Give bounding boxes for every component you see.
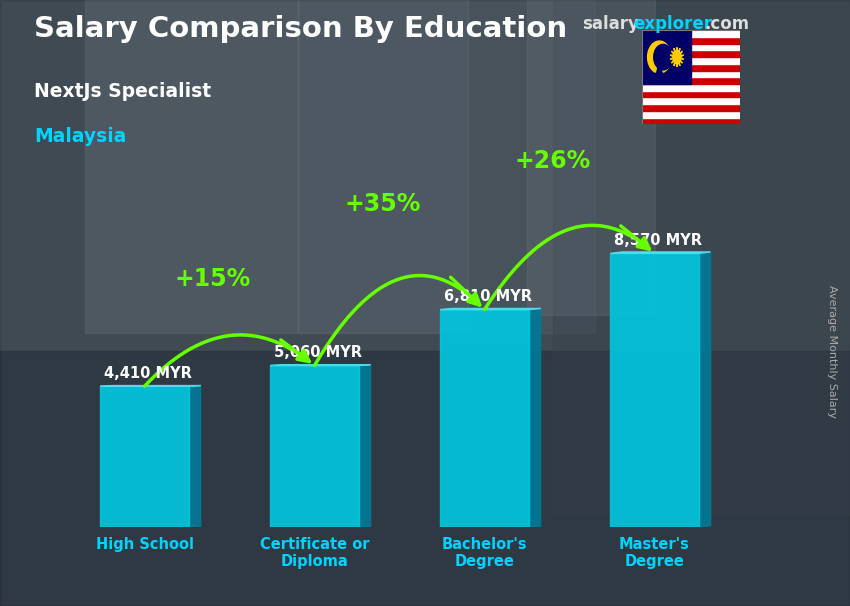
Bar	[642, 57, 740, 64]
Polygon shape	[440, 308, 541, 310]
Text: 6,810 MYR: 6,810 MYR	[444, 289, 532, 304]
Polygon shape	[699, 252, 711, 527]
Bar	[642, 50, 740, 57]
Text: Malaysia: Malaysia	[34, 127, 127, 146]
Text: Average Monthly Salary: Average Monthly Salary	[827, 285, 837, 418]
Polygon shape	[189, 385, 201, 527]
Bar	[468, 0, 595, 333]
Bar	[642, 30, 690, 84]
Text: 4,410 MYR: 4,410 MYR	[104, 365, 191, 381]
Bar	[642, 44, 740, 50]
Text: salary: salary	[582, 15, 639, 33]
Bar	[642, 84, 740, 91]
Bar	[610, 253, 699, 527]
Text: NextJs Specialist: NextJs Specialist	[34, 82, 211, 101]
Bar	[527, 0, 654, 315]
Text: +35%: +35%	[344, 192, 421, 216]
Bar	[270, 365, 359, 527]
Bar	[642, 111, 740, 118]
Bar	[85, 0, 298, 333]
Bar	[642, 77, 740, 84]
Circle shape	[654, 44, 672, 70]
Text: +26%: +26%	[514, 149, 591, 173]
Polygon shape	[359, 365, 371, 527]
Bar	[642, 37, 740, 44]
Bar	[642, 70, 740, 77]
Text: .com: .com	[704, 15, 749, 33]
Wedge shape	[648, 41, 671, 72]
Bar	[298, 0, 468, 333]
Text: 8,570 MYR: 8,570 MYR	[614, 233, 702, 248]
Bar	[100, 386, 189, 527]
Text: +15%: +15%	[174, 267, 251, 291]
Text: 5,060 MYR: 5,060 MYR	[274, 345, 362, 360]
Polygon shape	[100, 385, 201, 386]
Bar	[642, 104, 740, 111]
Bar	[642, 91, 740, 98]
Bar	[0, 351, 850, 606]
Bar	[552, 0, 850, 515]
Bar	[642, 30, 740, 37]
Polygon shape	[529, 308, 541, 527]
Bar	[642, 118, 740, 124]
Polygon shape	[670, 47, 684, 67]
Polygon shape	[610, 252, 711, 253]
Bar	[440, 310, 529, 527]
Text: Salary Comparison By Education: Salary Comparison By Education	[34, 15, 567, 43]
Text: explorer: explorer	[633, 15, 712, 33]
Bar	[642, 64, 740, 70]
Bar	[642, 98, 740, 104]
